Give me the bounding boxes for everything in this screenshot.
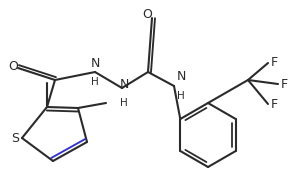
Text: F: F: [270, 98, 278, 111]
Text: F: F: [280, 78, 288, 90]
Text: H: H: [120, 98, 128, 108]
Text: N: N: [177, 70, 186, 83]
Text: O: O: [142, 8, 152, 22]
Text: H: H: [177, 91, 185, 101]
Text: S: S: [11, 132, 19, 145]
Text: O: O: [8, 60, 18, 73]
Text: H: H: [91, 77, 99, 87]
Text: N: N: [119, 78, 129, 91]
Text: N: N: [90, 57, 100, 70]
Text: F: F: [270, 56, 278, 70]
